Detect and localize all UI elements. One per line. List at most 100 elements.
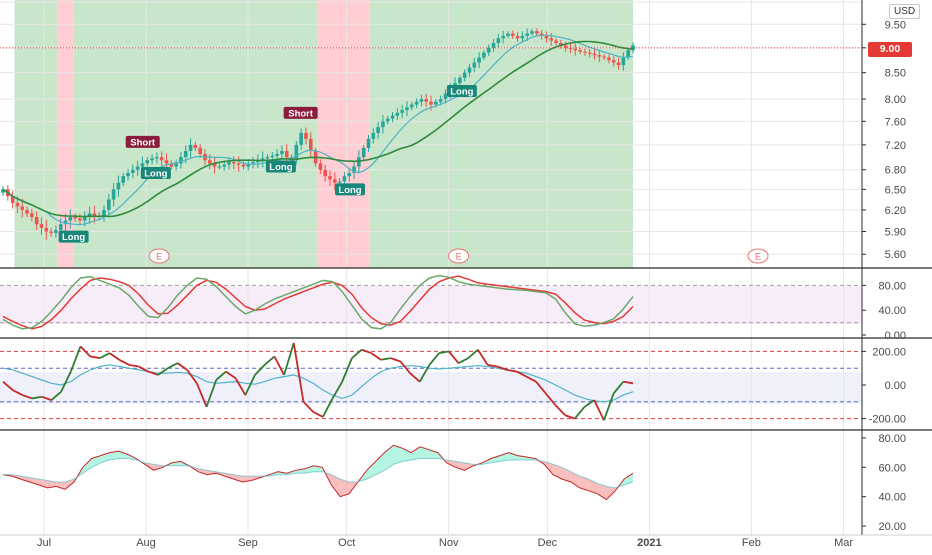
candle-body[interactable] <box>323 169 328 177</box>
candle-body[interactable] <box>15 202 20 207</box>
candle-body[interactable] <box>501 35 505 39</box>
candle-body[interactable] <box>409 104 414 108</box>
candle-body[interactable] <box>491 43 496 48</box>
long-signal-badge[interactable]: Long <box>265 160 296 174</box>
candle-body[interactable] <box>520 35 525 39</box>
candle-body[interactable] <box>145 160 150 164</box>
candle-body[interactable] <box>607 57 611 61</box>
candle-body[interactable] <box>424 99 429 102</box>
candle-body[interactable] <box>510 33 515 36</box>
candle-body[interactable] <box>602 56 606 58</box>
candle-body[interactable] <box>25 209 29 214</box>
candle-body[interactable] <box>318 163 323 170</box>
candle-body[interactable] <box>563 45 568 48</box>
candle-body[interactable] <box>515 35 520 39</box>
candle-body[interactable] <box>232 162 236 164</box>
candle-body[interactable] <box>20 206 25 210</box>
candle-body[interactable] <box>188 144 193 151</box>
candle-body[interactable] <box>111 189 116 200</box>
candle-body[interactable] <box>482 52 486 58</box>
candle-body[interactable] <box>486 47 491 53</box>
candle-body[interactable] <box>597 55 602 57</box>
candle-body[interactable] <box>381 121 385 128</box>
candle-body[interactable] <box>458 77 462 84</box>
candle-body[interactable] <box>82 216 87 221</box>
candle-body[interactable] <box>78 218 82 221</box>
candle-body[interactable] <box>260 158 265 161</box>
candle-body[interactable] <box>246 163 251 167</box>
candle-body[interactable] <box>400 110 404 113</box>
candle-body[interactable] <box>280 150 284 155</box>
currency-badge[interactable]: USD <box>889 4 921 19</box>
short-signal-badge[interactable]: Short <box>125 135 160 149</box>
stochastic-panel[interactable] <box>0 274 862 330</box>
candle-body[interactable] <box>34 216 39 225</box>
candle-body[interactable] <box>616 62 621 66</box>
candle-body[interactable] <box>193 144 198 148</box>
candle-body[interactable] <box>207 160 212 164</box>
candle-body[interactable] <box>525 33 529 36</box>
long-signal-badge[interactable]: Long <box>140 166 171 180</box>
candle-body[interactable] <box>102 209 106 217</box>
candle-body[interactable] <box>135 166 140 170</box>
candle-body[interactable] <box>30 213 34 217</box>
candle-body[interactable] <box>361 147 366 158</box>
price-axis[interactable]: 5.60 5.90 6.20 6.50 6.80 7.20 7.60 8.00 8.50 9.00… <box>862 19 906 533</box>
candle-body[interactable] <box>385 118 390 122</box>
candle-body[interactable] <box>73 216 77 219</box>
long-signal-badge[interactable]: Long <box>58 230 89 244</box>
candle-body[interactable] <box>1 189 5 193</box>
candle-body[interactable] <box>217 166 222 168</box>
cci-panel[interactable] <box>0 342 862 421</box>
candle-body[interactable] <box>198 147 202 155</box>
time-axis[interactable]: Jul Aug Sep Oct Nov Dec 2021 Feb Mar <box>37 537 853 549</box>
candle-body[interactable] <box>304 132 308 139</box>
candle-body[interactable] <box>506 33 510 36</box>
candle-body[interactable] <box>583 51 587 53</box>
candle-body[interactable] <box>328 176 332 180</box>
candle-body[interactable] <box>530 31 534 34</box>
candle-body[interactable] <box>92 213 97 216</box>
candle-body[interactable] <box>284 150 289 158</box>
candle-body[interactable] <box>299 132 303 145</box>
candle-body[interactable] <box>294 144 299 161</box>
candle-body[interactable] <box>390 115 395 119</box>
candle-body[interactable] <box>438 99 443 102</box>
candle-body[interactable] <box>419 99 424 102</box>
candle-body[interactable] <box>342 176 347 182</box>
candle-body[interactable] <box>573 48 578 51</box>
candle-body[interactable] <box>496 38 501 44</box>
earnings-marker[interactable]: E <box>448 248 470 264</box>
candle-body[interactable] <box>179 157 183 164</box>
candle-body[interactable] <box>126 172 130 177</box>
candle-body[interactable] <box>159 157 164 161</box>
candle-body[interactable] <box>352 166 356 173</box>
candle-body[interactable] <box>578 50 582 52</box>
short-signal-badge[interactable]: Short <box>283 106 318 120</box>
candle-body[interactable] <box>371 132 376 139</box>
candle-body[interactable] <box>265 157 270 159</box>
candle-body[interactable] <box>169 163 174 167</box>
candle-body[interactable] <box>366 138 371 148</box>
candle-body[interactable] <box>164 160 169 164</box>
candle-body[interactable] <box>270 155 275 158</box>
candle-body[interactable] <box>49 231 53 233</box>
candle-body[interactable] <box>54 230 58 233</box>
candle-body[interactable] <box>227 162 231 165</box>
candle-body[interactable] <box>39 224 44 228</box>
candle-body[interactable] <box>429 101 433 105</box>
candle-body[interactable] <box>183 150 188 158</box>
candle-body[interactable] <box>107 199 111 210</box>
candle-body[interactable] <box>87 213 92 217</box>
candle-body[interactable] <box>443 93 448 100</box>
candle-body[interactable] <box>10 196 15 203</box>
candle-body[interactable] <box>150 158 154 161</box>
candle-body[interactable] <box>347 172 352 177</box>
candle-body[interactable] <box>376 127 380 133</box>
long-signal-badge[interactable]: Long <box>446 84 477 98</box>
candle-body[interactable] <box>559 43 563 46</box>
candle-body[interactable] <box>611 60 616 63</box>
candle-body[interactable] <box>472 62 477 68</box>
